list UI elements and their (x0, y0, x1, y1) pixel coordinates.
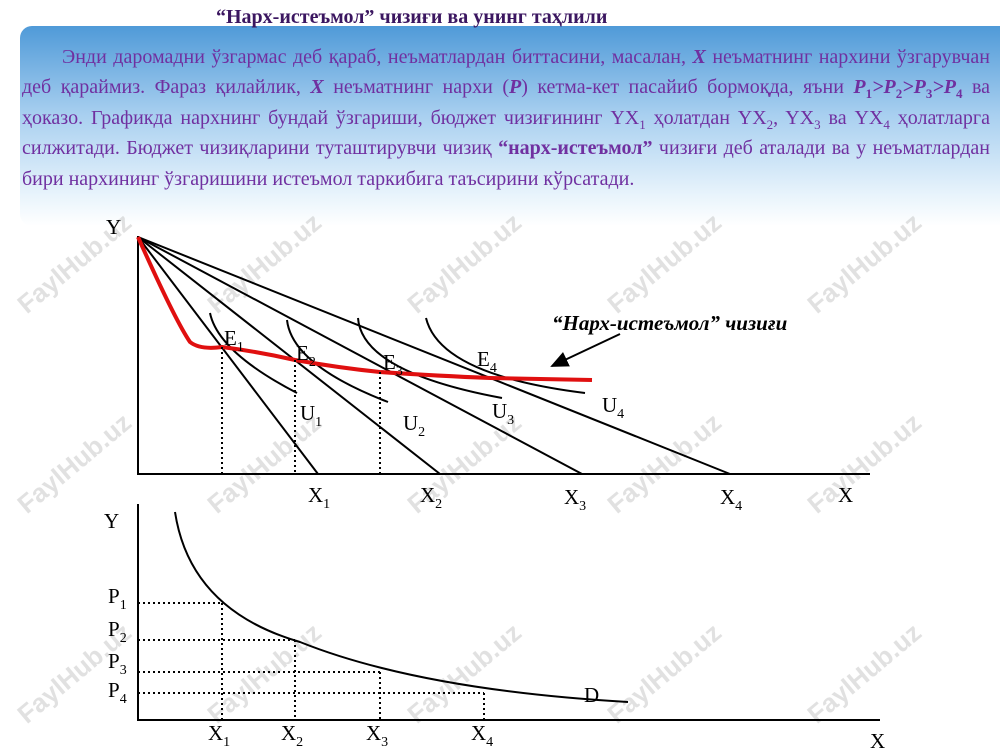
point-label: E1 (224, 326, 244, 355)
intercept-label: X2 (420, 483, 442, 512)
curve-label: D (584, 683, 599, 707)
watermark: FaylHub.uz (401, 617, 527, 729)
watermark: FaylHub.uz (401, 207, 527, 319)
axis-label: X (838, 483, 853, 507)
budget-line (137, 236, 583, 475)
text-run: , YX (773, 106, 815, 129)
text-run: неъматнинг нархи ( (323, 76, 509, 99)
text-run: P (508, 76, 522, 99)
subscript: 2 (766, 116, 774, 132)
subscript: 3 (925, 86, 933, 102)
text-run: чизиғи деб аталади ва у неъматлардан бир… (22, 137, 990, 190)
axis-label: X (870, 729, 885, 750)
watermark: FaylHub.uz (601, 617, 727, 729)
watermark: FaylHub.uz (801, 207, 927, 319)
curve-label: U2 (403, 411, 425, 440)
text-run: >P (932, 76, 956, 99)
watermark: FaylHub.uz (201, 617, 327, 729)
quantity-label: X3 (366, 721, 388, 750)
intercept-label: X4 (720, 485, 742, 514)
quantity-label: X1 (208, 721, 230, 750)
axis-label: Y (106, 215, 121, 239)
watermark: FaylHub.uz (601, 207, 727, 319)
text-run: X (692, 46, 706, 68)
text-run: X (310, 76, 324, 99)
point-label: E4 (477, 347, 497, 376)
curve-label: U1 (300, 401, 322, 430)
subscript: 1 (865, 86, 873, 102)
budget-line (137, 236, 319, 475)
watermark: FaylHub.uz (801, 617, 927, 729)
budget-line (137, 236, 731, 475)
text-run: >P (902, 76, 926, 99)
indifference-curve (209, 312, 298, 394)
watermark: FaylHub.uz (601, 407, 727, 519)
annotation: “Нарх-истеъмол” чизиғи (552, 311, 787, 335)
text-run: ва ҳоказо. Графикда нархнинг бундай ўзга… (22, 76, 991, 129)
text-run: неъматнинг нархини ўзгарувчан деб қарайм… (22, 46, 990, 99)
watermark: FaylHub.uz (801, 407, 927, 519)
banner (20, 26, 1000, 226)
subscript: 4 (955, 86, 963, 102)
point-label: E3 (383, 350, 403, 379)
subscript: 3 (814, 116, 821, 132)
demand-curve (174, 511, 629, 703)
arrow (550, 333, 621, 367)
axis-label: Y (104, 509, 119, 533)
intercept-label: X1 (308, 483, 330, 512)
price-consumption-curve (136, 236, 593, 382)
point-label: E2 (296, 341, 316, 370)
price-label: P3 (108, 649, 127, 678)
text-run: ) кетма-кет пасайиб бормоқда, яъни (521, 76, 854, 99)
text-run: Энди даромадни ўзгармас деб қараб, неъма… (62, 46, 693, 68)
curve-label: U3 (492, 399, 514, 428)
watermarks: FaylHub.uz FaylHub.uz FaylHub.uz FaylHub.uz… (11, 207, 927, 729)
quantity-label: X2 (281, 721, 303, 750)
indifference-curve (357, 317, 503, 399)
price-label: P2 (108, 617, 127, 646)
watermark: FaylHub.uz (11, 407, 137, 519)
text-run: P (853, 76, 866, 99)
budget-line (137, 236, 441, 475)
text-run: ҳолатларга силжитади. Бюджет чизиқларини… (22, 106, 990, 160)
slide-title: “Нарх-истеъмол” чизиғи ва унинг таҳлили (216, 6, 608, 28)
subscript: 4 (883, 116, 890, 132)
intercept-label: X3 (564, 485, 586, 514)
curve-label: U4 (602, 393, 624, 422)
text-run: “нарх-истеъмол” (498, 137, 653, 160)
subscript: 1 (639, 116, 646, 132)
price-label: P4 (108, 678, 127, 707)
text-run: ҳолатдан YX (645, 106, 767, 129)
text-run: ва YX (820, 106, 884, 129)
text-run: >P (872, 76, 896, 99)
paragraph: Энди даромадни ўзгармас деб қараб, неъма… (22, 42, 990, 194)
quantity-label: X4 (471, 721, 493, 750)
price-label: P1 (108, 584, 127, 613)
indifference-curve (425, 317, 586, 394)
subscript: 2 (895, 86, 903, 102)
